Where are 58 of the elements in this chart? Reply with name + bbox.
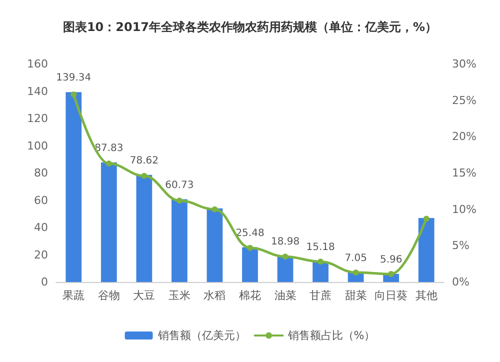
y-tick-label: 100 xyxy=(27,139,48,152)
x-tick-label: 大豆 xyxy=(133,289,156,302)
data-label: 7.05 xyxy=(344,252,367,264)
bar xyxy=(100,162,117,282)
bar xyxy=(172,199,188,282)
y2-tick-label: 5% xyxy=(452,239,470,252)
y-tick-label: 0 xyxy=(41,276,48,288)
point xyxy=(141,172,148,179)
point xyxy=(247,244,253,251)
bar xyxy=(242,247,258,282)
bar xyxy=(66,92,82,282)
point xyxy=(388,271,394,278)
y2-tick-label: 10% xyxy=(452,202,476,216)
y2-tick-label: 0% xyxy=(452,276,470,288)
point xyxy=(212,206,218,212)
point xyxy=(106,160,112,167)
point xyxy=(423,216,430,222)
data-label: 78.62 xyxy=(130,155,158,166)
y2-tick-label: 20% xyxy=(452,130,476,144)
bar xyxy=(277,256,294,282)
data-label: 15.18 xyxy=(306,242,335,253)
data-label: 60.73 xyxy=(165,180,194,191)
y2-tick-label: 15% xyxy=(452,166,476,180)
x-tick-label: 果蔬 xyxy=(62,289,85,302)
data-label: 139.34 xyxy=(56,72,92,84)
y-tick-label: 160 xyxy=(27,58,48,70)
x-tick-label: 甘蔗 xyxy=(310,289,332,302)
data-label: 18.98 xyxy=(270,236,300,248)
data-label: 25.48 xyxy=(236,228,264,239)
legend-label: 销售额占比（%） xyxy=(286,329,376,342)
x-tick-label: 水稻 xyxy=(204,289,226,302)
y2-tick-label: 30% xyxy=(452,58,476,70)
chart-title: 图表10：2017年全球各类农作物农药用药规模（单位：亿美元，%） xyxy=(62,20,438,34)
data-label: 5.96 xyxy=(380,254,402,266)
x-tick-label: 油菜 xyxy=(274,289,296,302)
x-tick-label: 甜菜 xyxy=(344,289,367,302)
x-tick-label: 其他 xyxy=(415,289,438,302)
bar xyxy=(312,261,328,282)
bar xyxy=(206,208,223,282)
point xyxy=(176,198,182,204)
bar xyxy=(418,218,434,282)
bar xyxy=(136,174,152,282)
x-tick-label: 玉米 xyxy=(168,289,190,302)
x-tick-label: 谷物 xyxy=(98,289,120,302)
y-tick-label: 80 xyxy=(34,166,48,180)
point xyxy=(318,258,324,265)
y-tick-label: 20 xyxy=(34,248,48,262)
x-tick-label: 向日葵 xyxy=(374,289,408,302)
x-tick-label: 棉花 xyxy=(239,289,261,302)
legend-label: 销售额（亿美元） xyxy=(156,329,246,342)
y-tick-label: 60 xyxy=(34,194,48,207)
y-tick-label: 40 xyxy=(34,221,48,234)
point xyxy=(352,270,359,276)
y-tick-label: 120 xyxy=(27,112,48,125)
point xyxy=(282,254,288,260)
point xyxy=(70,92,77,98)
y2-tick-label: 25% xyxy=(452,94,476,107)
y-tick-label: 140 xyxy=(27,84,48,98)
